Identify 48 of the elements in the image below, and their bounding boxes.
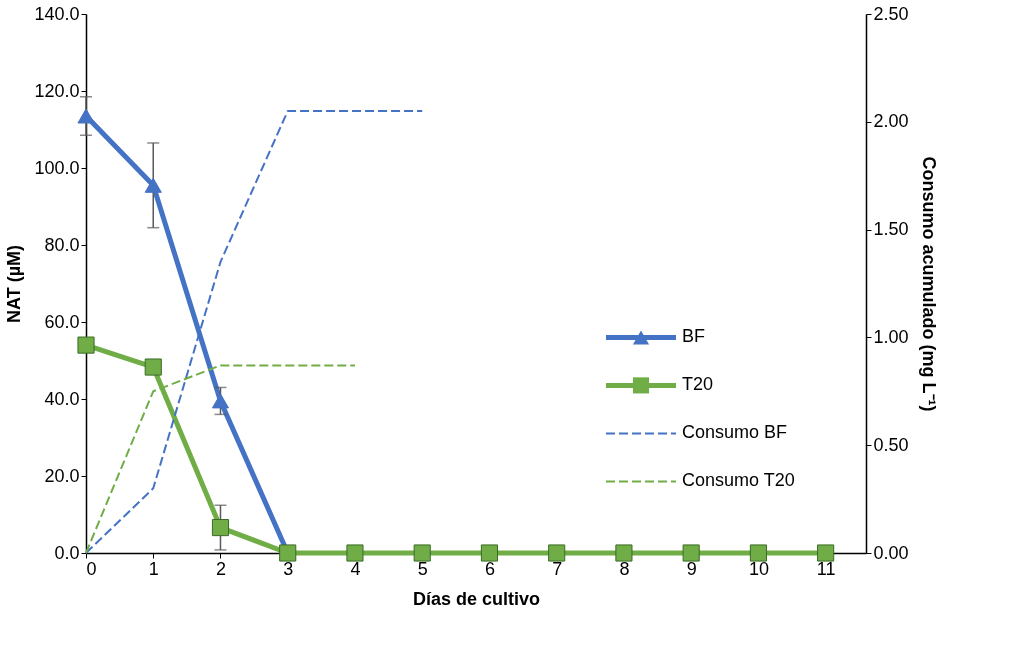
x-axis-title: Días de cultivo [412, 588, 541, 609]
point [144, 177, 162, 193]
y2-tick-label: 2.50 [873, 3, 909, 24]
x-tick-label: 5 [417, 558, 428, 579]
y2-tick-label: 1.50 [873, 219, 909, 240]
x-tick-label: 1 [148, 558, 159, 579]
x-tick-label: 10 [748, 558, 769, 579]
point [615, 544, 633, 562]
x-tick-label: 7 [552, 558, 563, 579]
x-tick-label: 4 [350, 558, 361, 579]
y-axis-title: NAT (µM) [4, 244, 25, 324]
point [211, 393, 230, 409]
point [413, 544, 431, 562]
y2-tick-label: 0.50 [873, 434, 909, 455]
x-tick-label: 8 [619, 558, 630, 579]
y2-tick-label: 0.00 [873, 542, 909, 563]
legend-label: BF [682, 326, 706, 347]
y-tick-label: 140.0 [34, 3, 80, 24]
y2-axis-title: Consumo acumulado (mg L⁻¹) [918, 156, 939, 412]
line-series [85, 110, 424, 554]
x-tick-label: 2 [215, 558, 226, 579]
x-tick-label: 6 [484, 558, 495, 579]
point [682, 544, 700, 562]
legend-label: Consumo T20 [682, 470, 795, 491]
y-tick-label: 120.0 [34, 80, 80, 101]
point [77, 336, 95, 354]
point [817, 544, 835, 562]
point [749, 544, 767, 562]
point [548, 544, 566, 562]
x-tick-label: 11 [816, 558, 836, 579]
y-tick-label: 40.0 [44, 388, 80, 409]
point [211, 519, 230, 537]
y-tick-label: 100.0 [34, 157, 80, 178]
y2-tick-label: 1.00 [873, 326, 909, 347]
legend-label: Consumo BF [682, 422, 788, 443]
point [144, 358, 162, 376]
x-tick-label: 9 [686, 558, 697, 579]
y-tick-label: 80.0 [44, 234, 80, 255]
x-tick-label: 3 [283, 558, 294, 579]
x-tick-label: 0 [86, 558, 97, 579]
y2-tick-label: 2.00 [873, 111, 909, 132]
y-tick-label: 20.0 [44, 465, 80, 486]
point [480, 544, 499, 562]
point [77, 108, 95, 124]
point [346, 544, 364, 562]
y-tick-label: 60.0 [44, 311, 80, 332]
legend-label: T20 [682, 374, 714, 395]
y-tick-label: 0.0 [54, 542, 80, 563]
